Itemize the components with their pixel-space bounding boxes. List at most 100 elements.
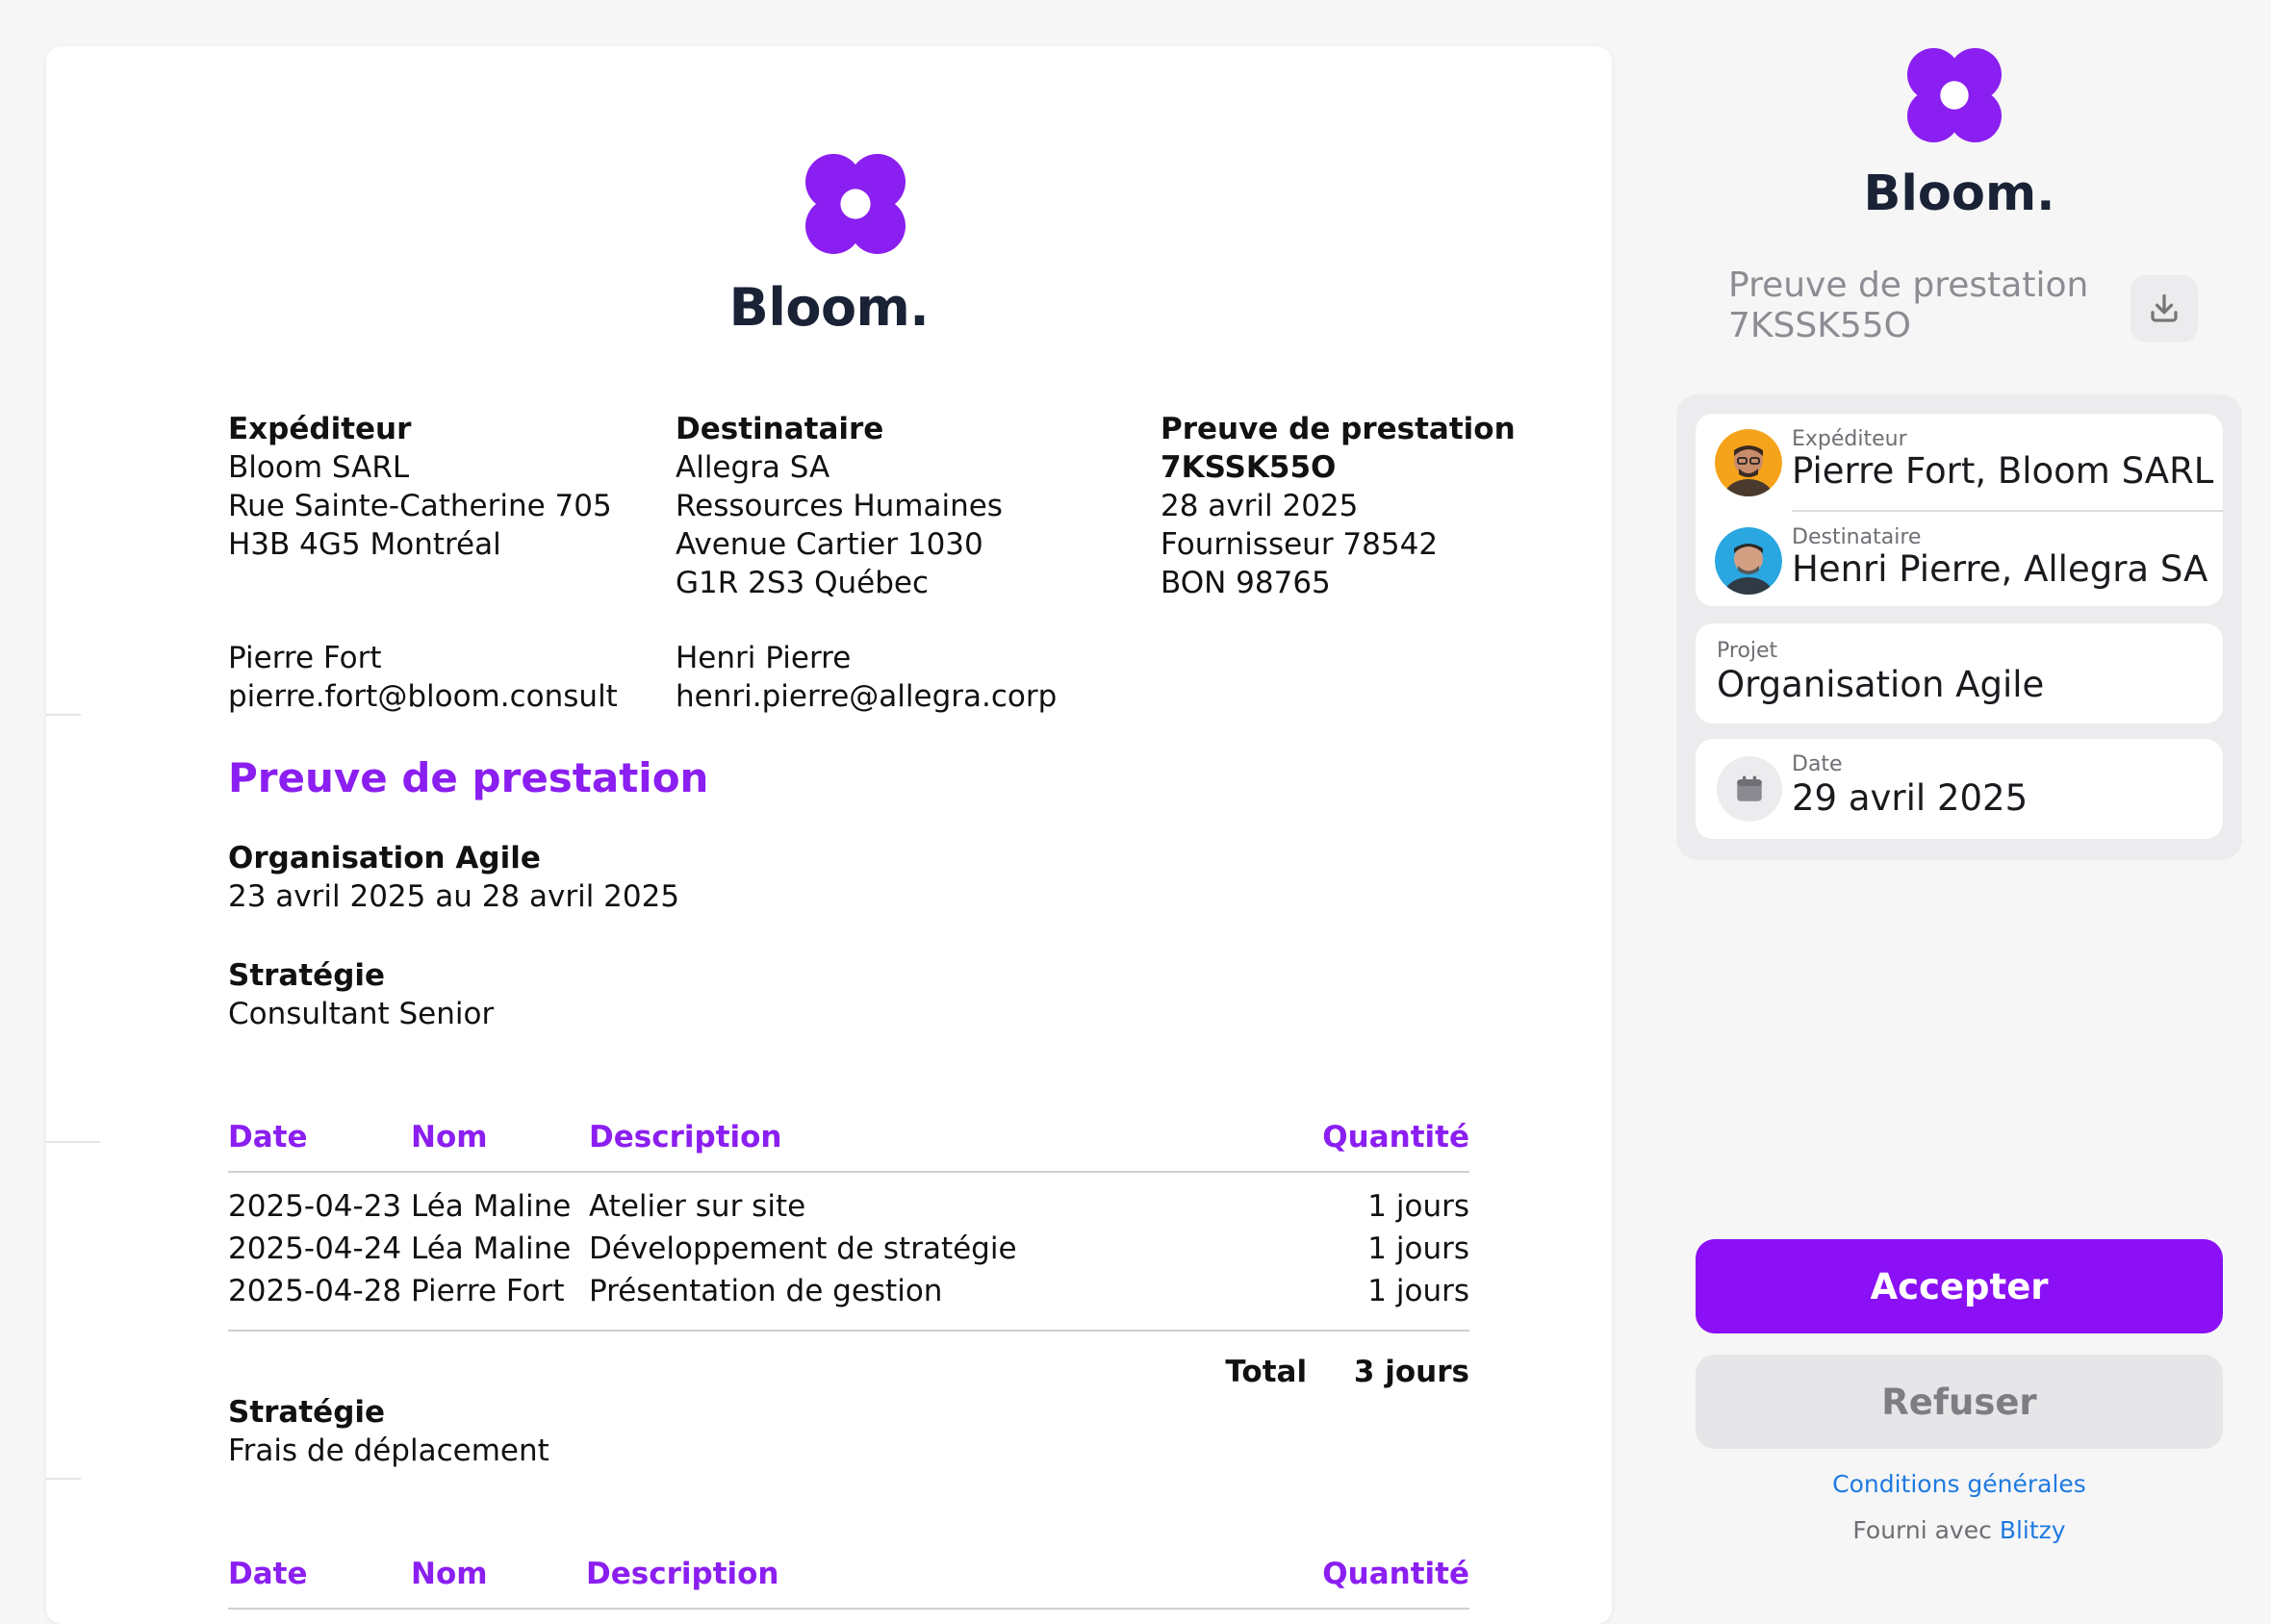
date-value: 29 avril 2025 (1792, 777, 2029, 819)
project-card: Projet Organisation Agile (1696, 623, 2223, 723)
recipient-line: Ressources Humaines (676, 489, 1003, 523)
project-label: Projet (1717, 639, 1778, 663)
document-number: 7KSSK55O (1728, 306, 1911, 345)
brand-name: Bloom. (728, 277, 930, 338)
column-header-quantity: Quantité (1322, 1120, 1469, 1155)
date-card: Date 29 avril 2025 (1696, 739, 2223, 839)
recipient-heading: Destinataire (676, 412, 884, 446)
group-subtitle: Consultant Senior (228, 997, 495, 1031)
cell-name: Léa Maline (411, 1231, 572, 1266)
page-edge-mark (46, 1478, 81, 1480)
cell-description: Présentation de gestion (589, 1274, 943, 1308)
document-title: Preuve de prestation 7KSSK55O (1728, 266, 2088, 346)
cell-description: Atelier sur site (589, 1189, 806, 1224)
powered-by: Fourni avec Blitzy (1647, 1516, 2271, 1544)
total-value: 3 jours (1353, 1355, 1469, 1389)
group-heading: Stratégie Frais de déplacement (228, 1393, 549, 1470)
project-block: Organisation Agile 23 avril 2025 au 28 a… (228, 839, 679, 916)
bloom-logo (1907, 48, 2002, 142)
proof-date: 28 avril 2025 (1161, 489, 1359, 523)
proof-block: Preuve de prestation 7KSSK55O 28 avril 2… (1161, 410, 1516, 602)
recipient-value: Henri Pierre, Allegra SA (1792, 548, 2208, 590)
table-row: 2025-04-24 Léa Maline Développement de s… (228, 1231, 1469, 1274)
download-button[interactable] (2131, 275, 2198, 343)
details-box: Expéditeur Pierre Fort, Bloom SARL Desti… (1676, 394, 2242, 860)
table-header: Date Nom Description Quantité (228, 1557, 1469, 1595)
column-header-name: Nom (411, 1120, 488, 1155)
group-subtitle: Frais de déplacement (228, 1434, 549, 1468)
recipient-line: Avenue Cartier 1030 (676, 527, 983, 562)
column-header-name: Nom (411, 1557, 488, 1591)
cell-quantity: 1 jours (1367, 1274, 1469, 1308)
sender-line: Bloom SARL (228, 450, 410, 485)
column-header-quantity: Quantité (1322, 1557, 1469, 1591)
group-heading: Stratégie Consultant Senior (228, 956, 494, 1033)
table-divider (228, 1608, 1469, 1610)
project-value: Organisation Agile (1717, 664, 2045, 705)
column-header-date: Date (228, 1557, 308, 1591)
cell-date: 2025-04-28 (228, 1274, 402, 1308)
services-table: Date Nom Description Quantité 2025-04-23… (228, 1120, 1469, 1408)
document-preview: Bloom. Expéditeur Bloom SARL Rue Sainte-… (46, 46, 1612, 1624)
download-icon (2151, 293, 2178, 322)
sender-avatar (1715, 429, 1782, 496)
project-period: 23 avril 2025 au 28 avril 2025 (228, 879, 680, 914)
sender-line: H3B 4G5 Montréal (228, 527, 501, 562)
sender-contact-name: Pierre Fort (228, 641, 382, 675)
table-row: 2025-04-28 Pierre Fort Présentation de g… (228, 1274, 1469, 1316)
cell-quantity: 1 jours (1367, 1231, 1469, 1266)
brand-name: Bloom. (1863, 165, 2055, 222)
expenses-table: Date Nom Description Quantité (228, 1557, 1469, 1624)
total-label: Total (1225, 1355, 1308, 1389)
cell-date: 2025-04-23 (228, 1189, 402, 1224)
group-title: Stratégie (228, 958, 386, 993)
cell-name: Léa Maline (411, 1189, 572, 1224)
table-divider (228, 1171, 1469, 1173)
sender-value: Pierre Fort, Bloom SARL (1792, 450, 2214, 492)
proof-number: 7KSSK55O (1161, 450, 1337, 485)
sender-contact: Pierre Fort pierre.fort@bloom.consult (228, 639, 618, 716)
project-name: Organisation Agile (228, 841, 541, 875)
proof-heading: Preuve de prestation (1161, 412, 1516, 446)
cell-date: 2025-04-24 (228, 1231, 402, 1266)
powered-by-text: Fourni avec (1852, 1516, 1992, 1544)
sender-label: Expéditeur (1792, 427, 1907, 451)
bloom-logo (805, 154, 906, 254)
terms-link[interactable]: Conditions générales (1832, 1470, 2086, 1498)
sender-block: Expéditeur Bloom SARL Rue Sainte-Catheri… (228, 410, 612, 564)
recipient-label: Destinataire (1792, 525, 1922, 549)
column-header-description: Description (589, 1120, 782, 1155)
date-label: Date (1792, 752, 1843, 776)
refuse-button[interactable]: Refuser (1696, 1355, 2223, 1449)
approval-panel: Bloom. Preuve de prestation 7KSSK55O (1647, 0, 2271, 1578)
cell-name: Pierre Fort (411, 1274, 565, 1308)
recipient-contact-email: henri.pierre@allegra.corp (676, 679, 1058, 714)
section-title: Preuve de prestation (228, 754, 709, 801)
proof-order: BON 98765 (1161, 566, 1331, 600)
page-edge-mark (46, 714, 81, 716)
page-edge-mark (46, 1141, 100, 1143)
column-header-description: Description (586, 1557, 779, 1591)
accept-button[interactable]: Accepter (1696, 1239, 2223, 1333)
sender-heading: Expéditeur (228, 412, 412, 446)
recipient-contact: Henri Pierre henri.pierre@allegra.corp (676, 639, 1057, 716)
table-row: 2025-04-23 Léa Maline Atelier sur site 1… (228, 1189, 1469, 1231)
blitzy-link[interactable]: Blitzy (1999, 1516, 2066, 1544)
table-divider (228, 1330, 1469, 1332)
column-header-date: Date (228, 1120, 308, 1155)
group-title: Stratégie (228, 1395, 386, 1430)
calendar-icon-wrap (1717, 756, 1782, 822)
sender-contact-email: pierre.fort@bloom.consult (228, 679, 618, 714)
table-header: Date Nom Description Quantité (228, 1120, 1469, 1158)
divider (1792, 510, 2223, 512)
parties-card: Expéditeur Pierre Fort, Bloom SARL Desti… (1696, 414, 2223, 606)
recipient-line: G1R 2S3 Québec (676, 566, 930, 600)
recipient-block: Destinataire Allegra SA Ressources Humai… (676, 410, 1003, 602)
table-total: Total 3 jours (1225, 1355, 1469, 1389)
recipient-line: Allegra SA (676, 450, 830, 485)
proof-supplier: Fournisseur 78542 (1161, 527, 1439, 562)
document-type: Preuve de prestation (1728, 266, 2089, 305)
recipient-avatar (1715, 527, 1782, 595)
sender-line: Rue Sainte-Catherine 705 (228, 489, 612, 523)
recipient-contact-name: Henri Pierre (676, 641, 852, 675)
